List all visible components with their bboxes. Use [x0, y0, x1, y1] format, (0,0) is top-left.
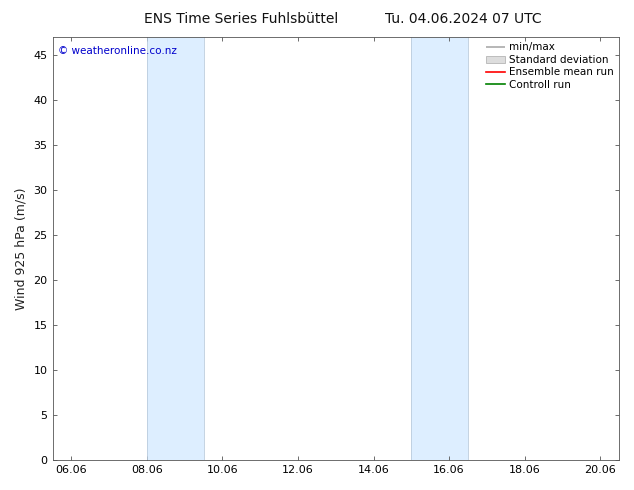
Y-axis label: Wind 925 hPa (m/s): Wind 925 hPa (m/s): [15, 187, 28, 310]
Bar: [147, 37, 204, 460]
Bar: [411, 37, 468, 460]
Text: Tu. 04.06.2024 07 UTC: Tu. 04.06.2024 07 UTC: [384, 12, 541, 26]
Text: © weatheronline.co.nz: © weatheronline.co.nz: [58, 46, 177, 55]
Text: ENS Time Series Fuhlsbüttel: ENS Time Series Fuhlsbüttel: [144, 12, 338, 26]
Legend: min/max, Standard deviation, Ensemble mean run, Controll run: min/max, Standard deviation, Ensemble me…: [484, 40, 616, 92]
